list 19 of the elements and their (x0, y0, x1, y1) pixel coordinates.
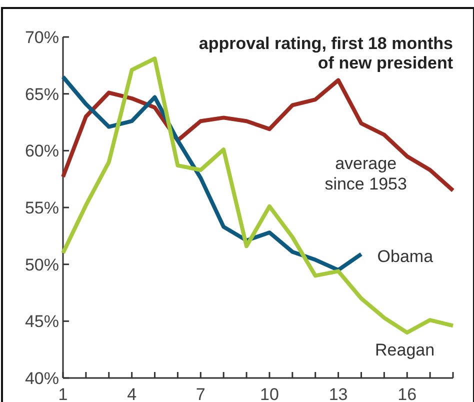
line-series (61, 56, 455, 335)
y-tick-label: 65% (24, 84, 59, 104)
y-tick-label: 45% (24, 312, 59, 332)
chart-title: approval rating, first 18 months of new president (198, 34, 454, 73)
series-label: Reagan (375, 340, 435, 360)
series-label: average since 1953 (324, 154, 407, 194)
x-tick-label: 1 (58, 385, 68, 402)
x-tick-label: 7 (196, 385, 206, 402)
y-tick-label: 40% (24, 368, 59, 388)
y-tick-label: 60% (24, 142, 59, 161)
line-series (61, 78, 455, 192)
x-tick-label: 13 (328, 385, 348, 402)
y-tick-label: 50% (24, 255, 59, 274)
series-label: Obama (377, 247, 434, 266)
x-tick-label: 10 (260, 385, 279, 402)
x-tick-label: 16 (398, 385, 417, 402)
x-tick-label: 4 (127, 385, 137, 402)
y-tick-label: 70% (24, 28, 59, 47)
y-tick-label: 55% (24, 198, 59, 218)
